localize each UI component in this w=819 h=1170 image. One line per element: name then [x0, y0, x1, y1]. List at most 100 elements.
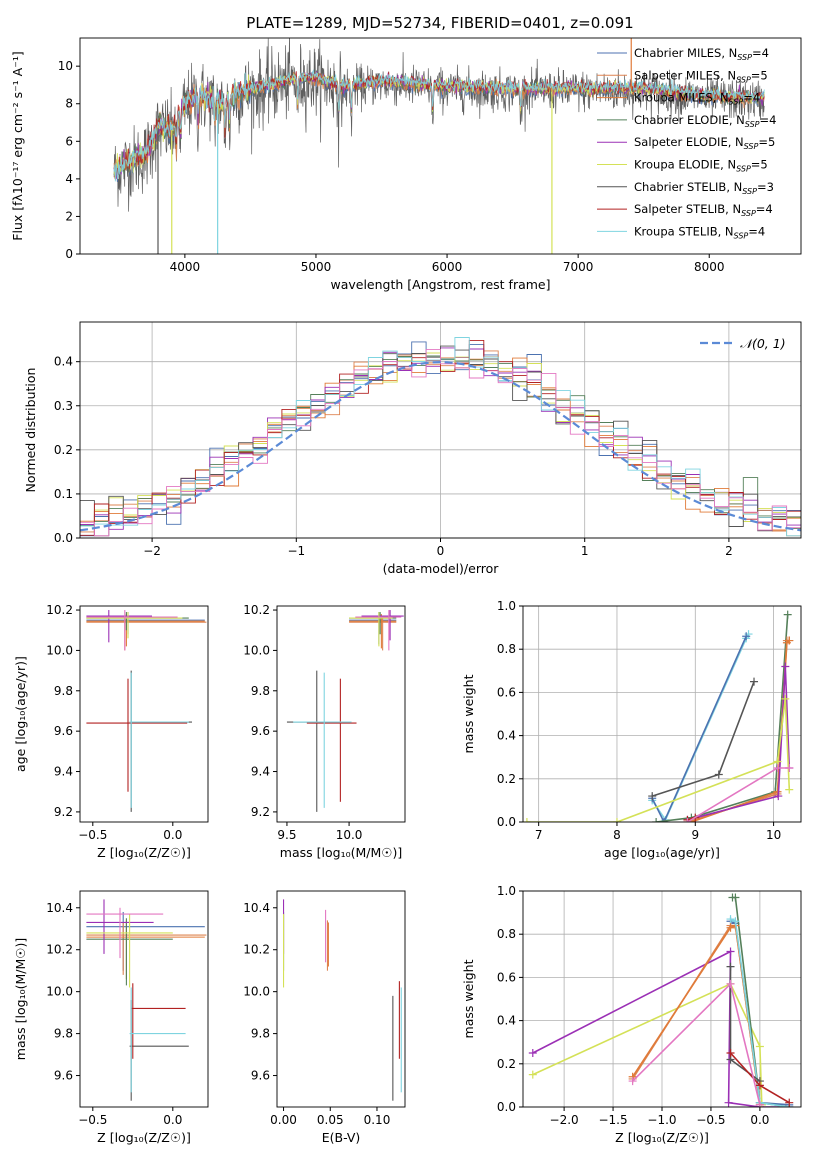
x-tick-label: 9	[691, 828, 699, 842]
series-salpeter_miles	[628, 921, 764, 1107]
y-tick-label: 9.8	[251, 684, 270, 698]
series-marker	[659, 818, 668, 822]
series-marker	[755, 1081, 764, 1090]
errorbar-salpeter_stelib	[306, 678, 357, 802]
errorbar-salpeter_miles	[86, 922, 207, 975]
series-kroupa_miles	[628, 921, 764, 1107]
series-line	[687, 639, 790, 822]
series-chabrier_stelib	[648, 677, 759, 801]
legend-label-sub: SSP	[745, 120, 760, 129]
legend-label-suffix: =5	[758, 135, 775, 149]
legend-label-sub: SSP	[741, 209, 756, 218]
series-marker	[612, 818, 621, 822]
y-tick-label: 0.2	[54, 443, 73, 457]
x-axis-label: Z [log₁₀(Z/Z☉)]	[97, 845, 191, 860]
x-tick-label: 0.0	[750, 1113, 769, 1127]
y-tick-label: 10.0	[243, 643, 270, 657]
x-axis-label: (data-model)/error	[383, 561, 500, 576]
series-marker	[731, 917, 740, 926]
series-marker	[781, 694, 790, 703]
x-axis-label: Z [log₁₀(Z/Z☉)]	[97, 1130, 191, 1145]
errorbar-salpeter_stelib	[131, 983, 186, 1059]
legend-label-text: Salpeter STELIB, N	[634, 202, 741, 216]
legend-label-text: Kroupa MILES, N	[634, 91, 729, 105]
normal-legend-label: 𝒩(0, 1)	[740, 336, 786, 351]
errorbar-chabrier_stelib	[129, 1000, 189, 1101]
legend-label-sub: SSP	[736, 75, 751, 84]
y-tick-label: 4	[65, 172, 73, 186]
y-tick-label: 0.0	[54, 531, 73, 545]
errorbar-kroupa_elodie	[86, 914, 173, 988]
legend-label-suffix: =4	[752, 46, 769, 60]
series-line	[651, 635, 747, 822]
series-marker	[726, 915, 735, 924]
spectrum-legend: Chabrier MILES, NSSP=4 Salpeter MILES, NS…	[597, 46, 776, 240]
panel-mass_vs_EBV: 0.00 0.05 0.10 9.6 9.8 10.0 10.2 10.4 E(B-V)	[243, 890, 406, 1145]
legend-label-chabrier_elodie: Chabrier ELODIE, NSSP=4	[634, 113, 776, 129]
legend-label-suffix: =4	[748, 224, 765, 238]
series-marker	[726, 923, 735, 932]
plot-area-mass_vs_Z	[86, 899, 207, 1101]
y-tick-label: 0.4	[54, 355, 73, 369]
series-line	[687, 666, 791, 821]
series-chabrier_miles	[648, 632, 751, 822]
x-tick-label: 1	[581, 544, 589, 558]
x-tick-label: −0.5	[78, 828, 107, 842]
series-line	[532, 982, 763, 1105]
axes-frame	[79, 890, 209, 1108]
plot-area-spectrum	[113, 38, 765, 254]
legend-label-salpeter_miles: Salpeter MILES, NSSP=5	[634, 68, 768, 84]
series-marker	[652, 818, 661, 822]
legend-label-text: Chabrier STELIB, N	[634, 180, 742, 194]
errorbar-salpeter_stelib	[86, 678, 188, 792]
normal-curve	[80, 360, 801, 532]
errorbar-kroupa_stelib	[129, 987, 186, 1093]
y-axis-label: Flux [fλ10⁻¹⁷ erg cm⁻² s⁻¹ A⁻¹]	[10, 51, 25, 240]
x-axis-label: wavelength [Angstrom, rest frame]	[330, 277, 550, 292]
histogram-pink	[80, 349, 801, 538]
series-marker	[785, 636, 794, 645]
figure-title: PLATE=1289, MJD=52734, FIBERID=0401, z=0…	[246, 14, 633, 32]
y-tick-label: 0.3	[54, 399, 73, 413]
series-marker	[726, 947, 735, 956]
errorbar-salpeter_elodie	[361, 610, 404, 641]
x-axis-label: age [log₁₀(age/yr)]	[604, 845, 720, 860]
series-marker	[726, 962, 735, 971]
legend-label-suffix: =4	[743, 91, 760, 105]
x-tick-label: −1.5	[598, 1113, 627, 1127]
legend-label-sub: SSP	[742, 187, 757, 196]
series-marker	[750, 677, 759, 686]
series-marker	[523, 818, 531, 822]
series-marker	[781, 662, 790, 671]
legend-label-text: Salpeter ELODIE, N	[634, 135, 744, 149]
y-tick-label: 10.2	[243, 603, 270, 617]
y-tick-label: 0.1	[54, 487, 73, 501]
y-axis-label: mass weight	[461, 674, 476, 753]
legend-label-suffix: =5	[751, 158, 768, 172]
x-tick-label: 5000	[301, 260, 332, 274]
series-salpeter_stelib	[726, 1049, 794, 1107]
legend-label-suffix: =5	[751, 68, 768, 82]
series-line	[730, 918, 790, 1107]
y-tick-label: 0.4	[497, 1014, 516, 1028]
legend-label-sub: SSP	[734, 231, 749, 240]
legend-label-kroupa_miles: Kroupa MILES, NSSP=4	[634, 91, 760, 107]
legend-label-sub: SSP	[729, 98, 744, 107]
series-marker	[648, 792, 657, 801]
y-tick-label: 9.8	[251, 1027, 270, 1041]
errorbar-kroupa_stelib	[293, 672, 352, 808]
axes-frame	[79, 605, 209, 823]
y-tick-label: 10	[58, 59, 73, 73]
series-marker	[724, 1098, 733, 1107]
y-axis-label: Normed distribution	[23, 368, 38, 493]
y-tick-label: 10.2	[46, 943, 73, 957]
series-marker	[785, 764, 794, 772]
legend-label-chabrier_miles: Chabrier MILES, NSSP=4	[634, 46, 769, 62]
panel-weight_vs_age: 7 8 9 10 0.0 0.2 0.4 0.6 0.8 1.0 age [log₁₀(age/yr…	[461, 599, 802, 860]
series-marker	[726, 979, 735, 988]
legend-label-text: Kroupa ELODIE, N	[634, 158, 736, 172]
errorbar-chabrier_miles	[86, 612, 205, 635]
series-marker	[742, 632, 751, 641]
y-axis-label: mass weight	[461, 959, 476, 1038]
errorbar-kroupa_elodie	[349, 612, 393, 647]
